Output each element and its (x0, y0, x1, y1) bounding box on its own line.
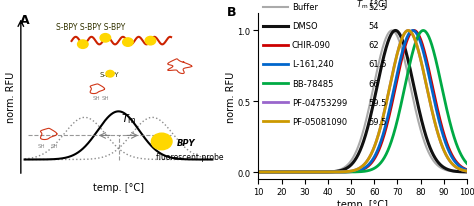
Text: fluorescent probe: fluorescent probe (156, 152, 224, 161)
Text: 62: 62 (369, 41, 380, 50)
Text: A: A (20, 14, 29, 27)
X-axis label: temp. [°C]: temp. [°C] (337, 199, 388, 206)
Text: SH: SH (101, 95, 109, 100)
Circle shape (151, 133, 172, 150)
X-axis label: temp. [°C]: temp. [°C] (93, 182, 144, 192)
Text: 52.5: 52.5 (369, 3, 387, 12)
Text: B: B (227, 6, 237, 19)
Text: 59.5: 59.5 (369, 117, 387, 126)
Text: S-BPY: S-BPY (100, 72, 119, 78)
Text: $T_{\rm m}$: $T_{\rm m}$ (121, 112, 137, 126)
Text: Buffer: Buffer (292, 3, 318, 12)
Text: CHIR-090: CHIR-090 (292, 41, 331, 50)
Text: SH: SH (38, 144, 46, 149)
Text: SH: SH (92, 95, 100, 100)
Text: SH: SH (51, 144, 58, 149)
Circle shape (100, 34, 110, 43)
Text: 54: 54 (369, 22, 379, 31)
Text: PF-05081090: PF-05081090 (292, 117, 347, 126)
Y-axis label: norm. RFU: norm. RFU (226, 71, 236, 122)
Circle shape (145, 37, 155, 46)
Circle shape (106, 71, 114, 78)
Circle shape (78, 41, 88, 49)
Text: BPY: BPY (177, 138, 195, 147)
Y-axis label: norm. RFU: norm. RFU (6, 71, 16, 122)
Text: S-BPY S-BPY S-BPY: S-BPY S-BPY S-BPY (56, 22, 125, 31)
Text: BB-78485: BB-78485 (292, 79, 333, 88)
Text: L-161,240: L-161,240 (292, 60, 333, 69)
Text: 61.5: 61.5 (369, 60, 387, 69)
Text: $T_{\rm m}$ [°C]: $T_{\rm m}$ [°C] (356, 0, 388, 11)
Text: DMSO: DMSO (292, 22, 317, 31)
Text: PF-04753299: PF-04753299 (292, 98, 347, 107)
Text: 66: 66 (369, 79, 380, 88)
Text: 59.5: 59.5 (369, 98, 387, 107)
Circle shape (123, 39, 133, 47)
